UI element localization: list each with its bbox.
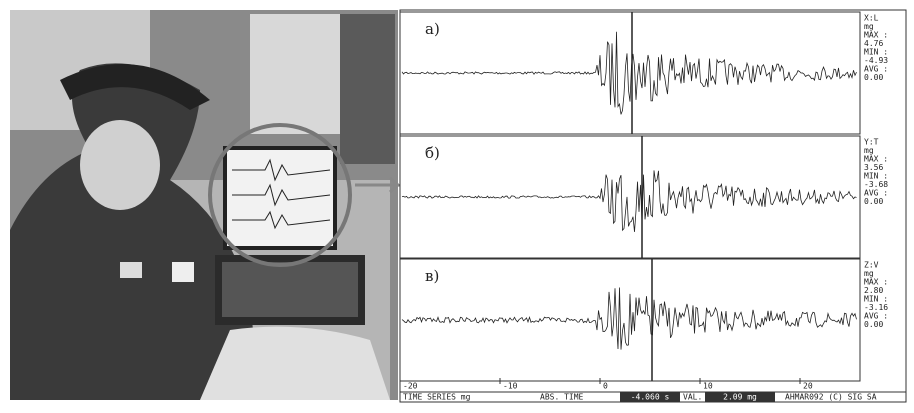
- readout-text: 0.00: [864, 73, 883, 82]
- tick-label: 0: [603, 382, 608, 391]
- footer-abs-time: ABS. TIME: [540, 393, 584, 402]
- readout-text: 0.00: [864, 320, 883, 329]
- tick-label: 10: [703, 382, 713, 391]
- panel-label: а): [425, 20, 440, 38]
- readout-text: 0.00: [864, 197, 883, 206]
- photo: [10, 10, 398, 400]
- figure: а)X:LmgMAX :4.76MIN :-4.93AVG :0.00б)Y:T…: [0, 0, 914, 409]
- footer-val: VAL.: [683, 393, 702, 402]
- footer-credit: AHMAR092 (C) SIG SA: [785, 393, 877, 402]
- tick-label: -10: [503, 382, 518, 391]
- footer-series: TIME SERIES mg: [403, 393, 471, 402]
- panel-label: в): [425, 267, 439, 285]
- footer-time-value: -4.060 s: [631, 393, 670, 402]
- tick-label: -20: [403, 382, 418, 391]
- tick-label: 20: [803, 382, 813, 391]
- panel-label: б): [425, 144, 440, 162]
- footer-val-value: 2.09 mg: [723, 393, 757, 402]
